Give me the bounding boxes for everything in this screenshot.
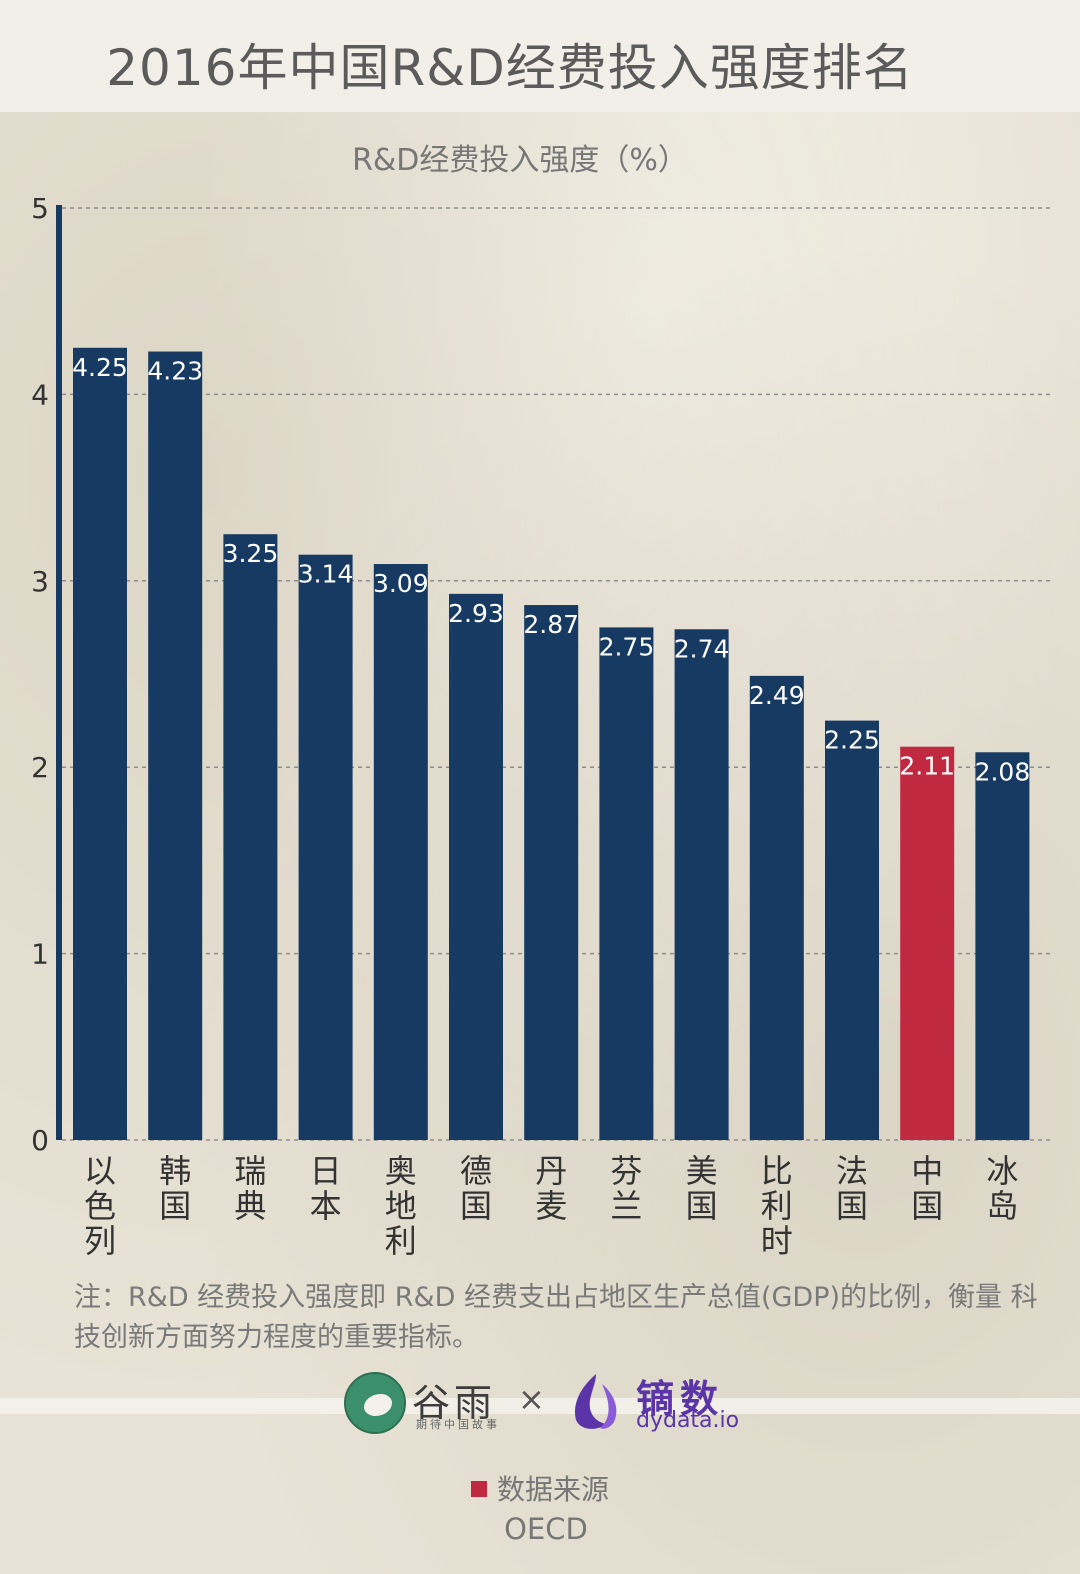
bar-8	[599, 627, 654, 1140]
value-label: 2.08	[975, 757, 1031, 786]
bar-13	[975, 752, 1030, 1140]
value-label: 2.87	[523, 610, 579, 639]
source-label-text: 数据来源	[496, 1473, 609, 1506]
bar-9	[674, 629, 729, 1140]
page-title: 2016年中国R&D经费投入强度排名	[106, 39, 914, 97]
bar-7	[524, 605, 579, 1140]
y-tick-label: 2	[31, 751, 49, 784]
value-label: 4.23	[147, 357, 203, 386]
bird-icon	[364, 1394, 392, 1416]
category-label: 以色列	[84, 1152, 116, 1260]
value-label: 2.11	[899, 752, 955, 781]
category-label: 芬兰	[610, 1152, 642, 1225]
category-label: 比利时	[761, 1152, 793, 1260]
value-label: 2.74	[674, 634, 730, 663]
bar-5	[373, 564, 428, 1140]
footnote: 注：R&D 经费投入强度即 R&D 经费支出占地区生产总值(GDP)的比例，衡量…	[74, 1282, 1038, 1353]
guyu-logo-text: 谷雨	[412, 1381, 497, 1425]
bar-3	[223, 534, 278, 1140]
category-label: 奥地利	[385, 1152, 417, 1260]
source-value: OECD	[504, 1512, 588, 1546]
gridlines	[62, 207, 1052, 1141]
value-labels: 4.25 4.23 3.25 3.14 3.09 2.93 2.87 2.75 2.74 2.49…	[72, 353, 1030, 786]
category-label: 德国	[460, 1152, 492, 1225]
bar-2	[148, 351, 203, 1140]
guyu-logo-icon	[344, 1372, 406, 1434]
y-axis-label: R&D经费投入强度（%）	[352, 143, 688, 178]
y-tick-label: 4	[31, 378, 49, 411]
value-label: 2.25	[824, 726, 880, 755]
category-label: 法国	[836, 1152, 868, 1225]
bar-6	[449, 593, 503, 1140]
source-label: 数据来源	[0, 1468, 1080, 1508]
category-label: 美国	[686, 1152, 718, 1225]
y-tick-label: 1	[31, 938, 49, 971]
title-band	[0, 0, 1080, 112]
category-label: 冰岛	[986, 1152, 1018, 1225]
guyu-slogan: 期待中国故事	[416, 1418, 500, 1431]
logo-separator: ×	[518, 1380, 545, 1418]
bar-10	[749, 675, 804, 1140]
dydata-logo-text: 镝数	[636, 1377, 725, 1421]
bar-4	[298, 554, 353, 1140]
category-label: 瑞典	[234, 1152, 266, 1225]
bar-chart: R&D经费投入强度（%） 0 1 2 3 4 5 4.25 4.23 3.25 3.14 3.09…	[31, 143, 1052, 1260]
bar-1	[73, 347, 127, 1140]
bars	[73, 347, 1030, 1140]
dydata-logo-icon	[574, 1374, 617, 1429]
value-label: 2.75	[599, 632, 655, 661]
y-axis-ticks: 0 1 2 3 4 5	[31, 192, 49, 1157]
value-label: 3.25	[223, 539, 279, 568]
value-label: 4.25	[72, 353, 128, 382]
category-label: 韩国	[159, 1152, 191, 1225]
value-label: 3.09	[373, 569, 429, 598]
y-tick-label: 3	[31, 565, 49, 598]
dydata-url: dydata.io	[636, 1408, 740, 1433]
y-tick-label: 5	[31, 192, 49, 225]
value-label: 3.14	[298, 560, 354, 589]
bar-11	[825, 720, 879, 1140]
category-label: 日本	[310, 1152, 342, 1225]
category-label: 中国	[911, 1152, 943, 1225]
y-tick-label: 0	[31, 1124, 49, 1157]
source-marker-icon	[470, 1481, 487, 1497]
value-label: 2.49	[749, 681, 805, 710]
value-label: 2.93	[448, 599, 504, 628]
logo-row: 谷雨 期待中国故事 × 镝数 dydata.io	[340, 1368, 760, 1438]
category-label: 丹麦	[535, 1152, 567, 1225]
bar-12	[900, 746, 955, 1140]
logo-band	[0, 1398, 1080, 1414]
